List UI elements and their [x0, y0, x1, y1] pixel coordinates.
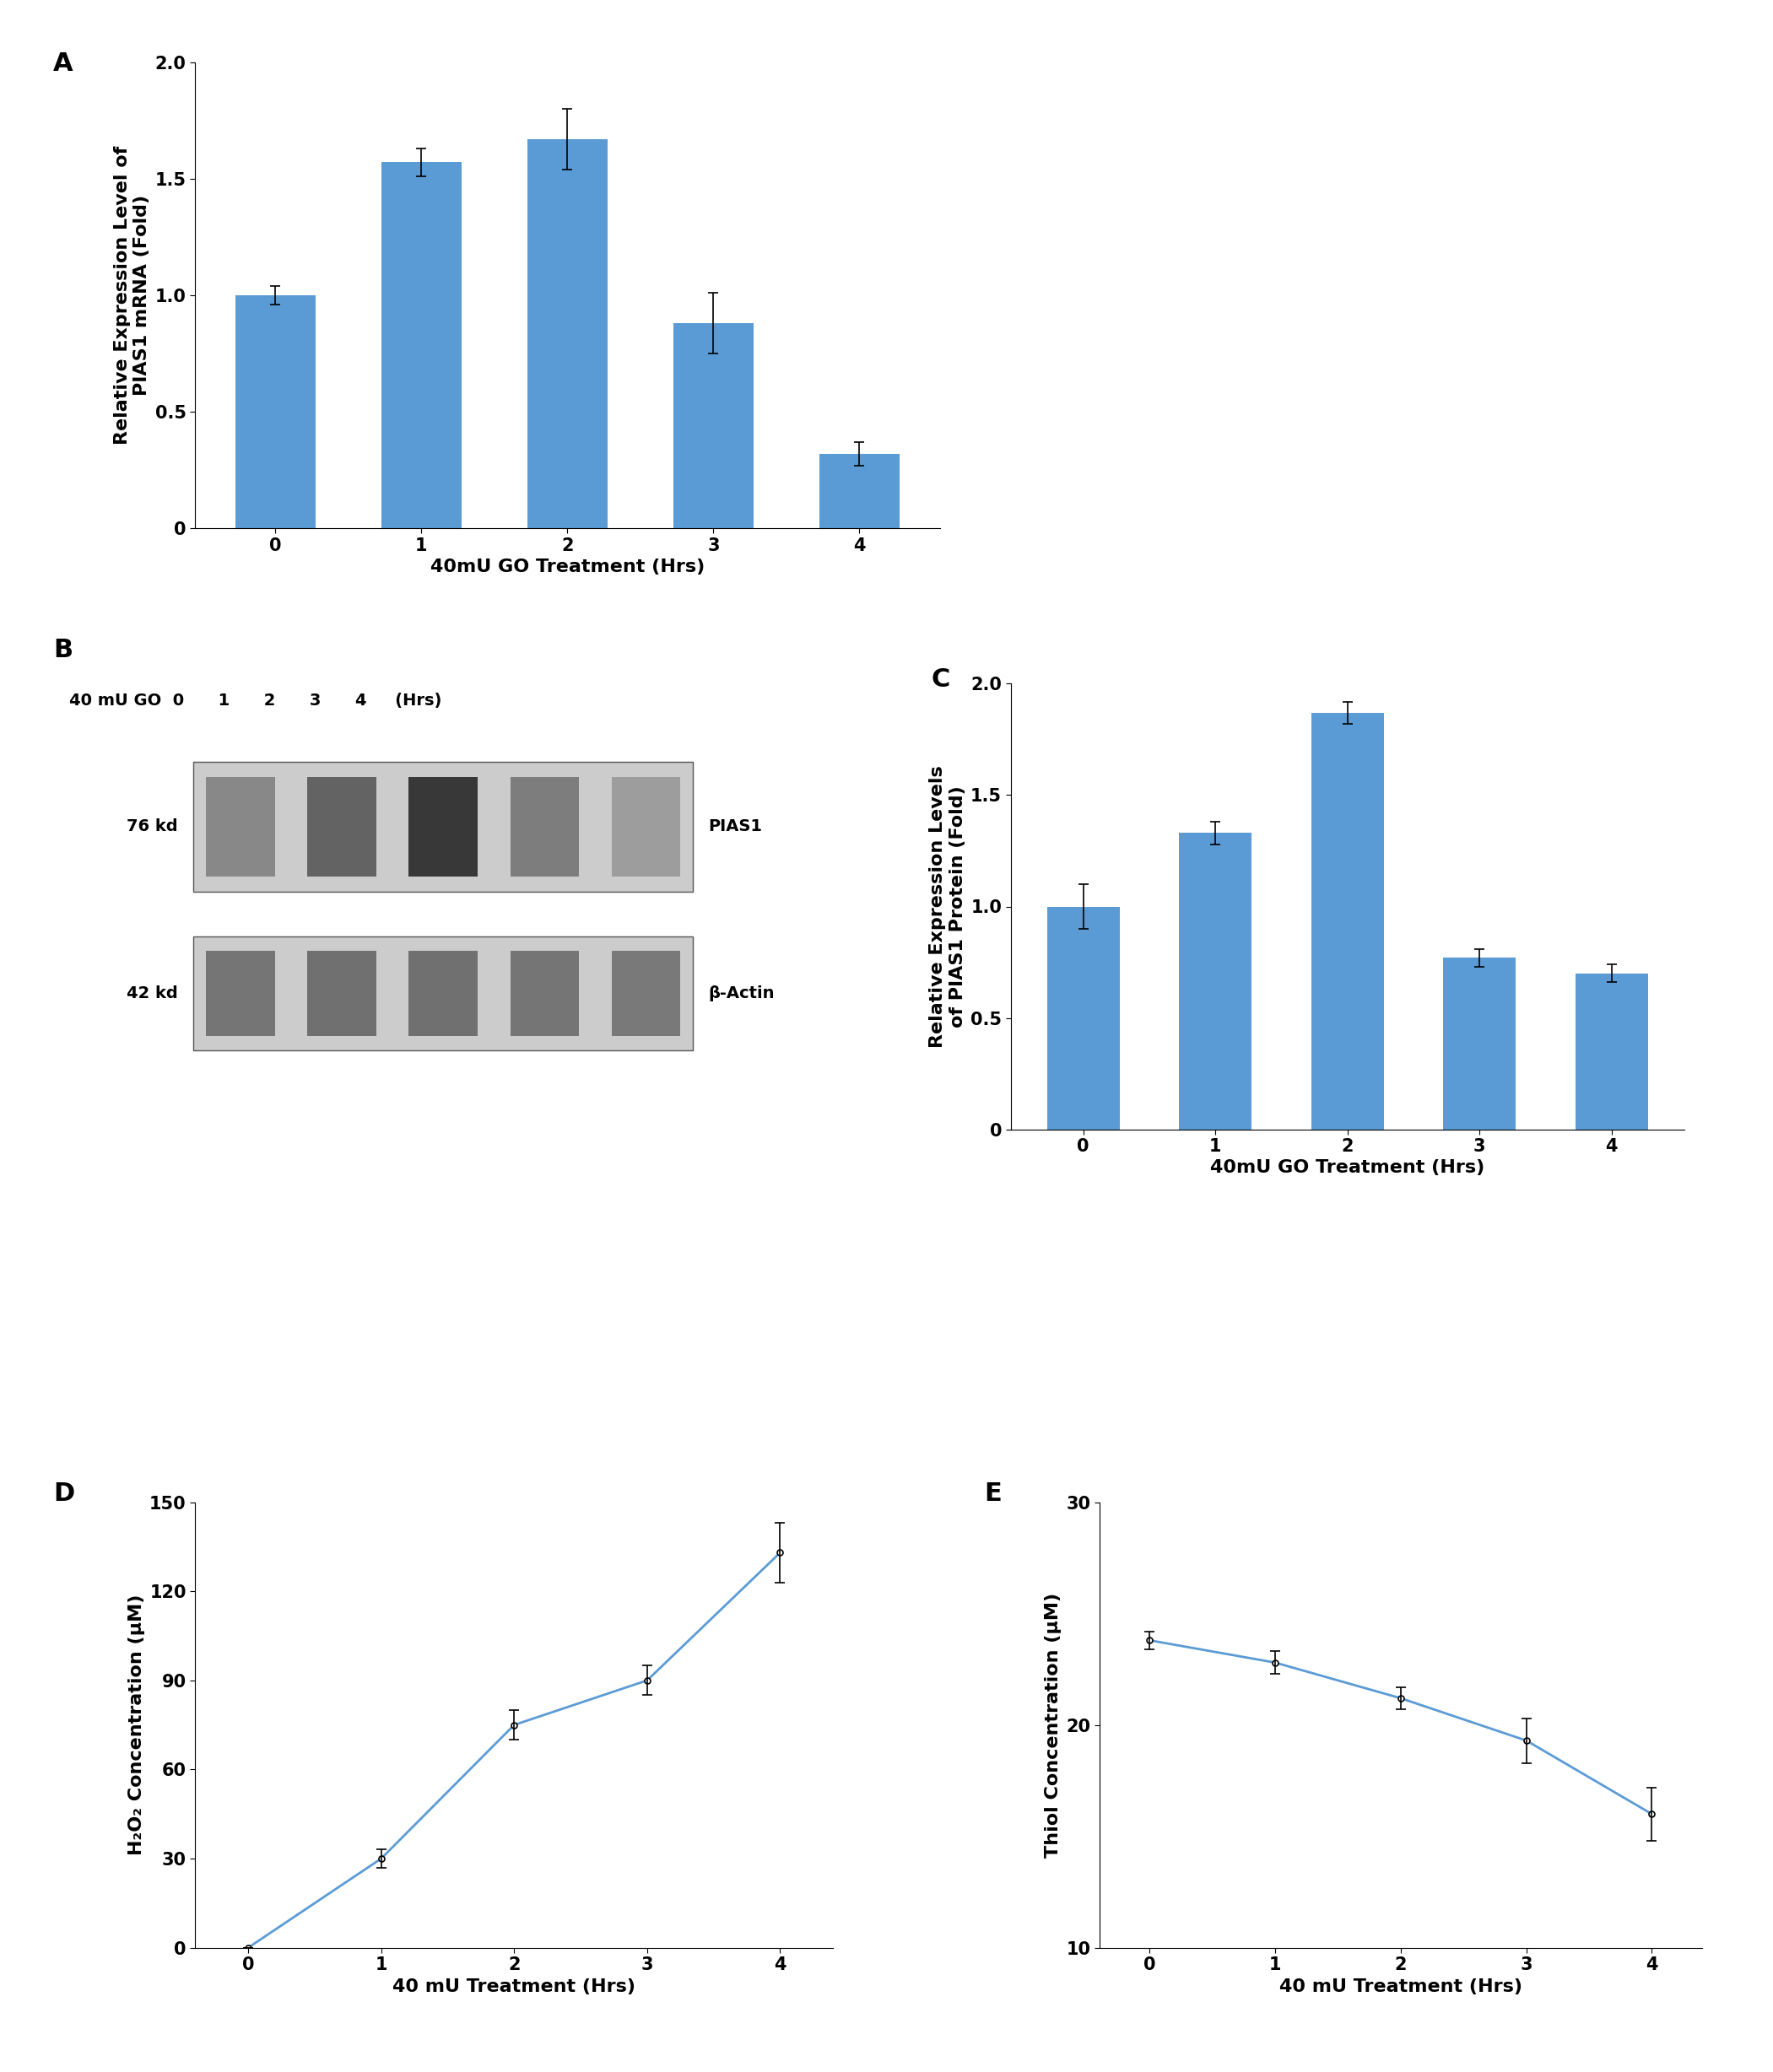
Bar	[1312, 713, 1383, 1129]
Bar	[1046, 908, 1119, 1129]
Text: 76 kd: 76 kd	[128, 818, 177, 835]
Text: C: C	[931, 667, 950, 692]
Bar	[206, 951, 275, 1036]
Text: PIAS1: PIAS1	[709, 818, 762, 835]
Text: A: A	[53, 52, 73, 77]
Bar	[612, 951, 681, 1036]
X-axis label: 40mU GO Treatment (Hrs): 40mU GO Treatment (Hrs)	[431, 559, 704, 576]
Bar	[511, 777, 580, 876]
X-axis label: 40 mU Treatment (Hrs): 40 mU Treatment (Hrs)	[392, 1979, 637, 1995]
Y-axis label: Relative Expression Levels
of PIAS1 Protein (Fold): Relative Expression Levels of PIAS1 Prot…	[929, 765, 966, 1048]
Y-axis label: Thiol Concentration (μM): Thiol Concentration (μM)	[1044, 1593, 1062, 1857]
Bar	[674, 323, 754, 528]
Bar	[410, 777, 477, 876]
Bar	[1443, 957, 1516, 1129]
Bar	[193, 762, 693, 891]
Bar	[307, 777, 376, 876]
Bar	[410, 951, 477, 1036]
X-axis label: 40 mU Treatment (Hrs): 40 mU Treatment (Hrs)	[1278, 1979, 1523, 1995]
X-axis label: 40mU GO Treatment (Hrs): 40mU GO Treatment (Hrs)	[1211, 1160, 1484, 1177]
Bar	[511, 951, 580, 1036]
Bar	[307, 951, 376, 1036]
Text: β-Actin: β-Actin	[709, 986, 775, 1001]
Bar	[236, 294, 316, 528]
Bar	[193, 937, 693, 1051]
Text: D: D	[53, 1481, 74, 1506]
Text: 42 kd: 42 kd	[126, 986, 177, 1001]
Bar	[206, 777, 275, 876]
Bar	[1576, 974, 1649, 1129]
Bar	[527, 139, 608, 528]
Bar	[819, 454, 899, 528]
Bar	[1179, 833, 1252, 1129]
Y-axis label: H₂O₂ Concentration (μM): H₂O₂ Concentration (μM)	[128, 1595, 145, 1854]
Text: 40 mU GO  0      1      2      3      4     (Hrs): 40 mU GO 0 1 2 3 4 (Hrs)	[69, 692, 441, 709]
Bar	[381, 162, 461, 528]
Bar	[612, 777, 681, 876]
Y-axis label: Relative Expression Level of
PIAS1 mRNA (Fold): Relative Expression Level of PIAS1 mRNA …	[113, 145, 151, 445]
Text: B: B	[53, 638, 73, 663]
Text: E: E	[984, 1481, 1002, 1506]
